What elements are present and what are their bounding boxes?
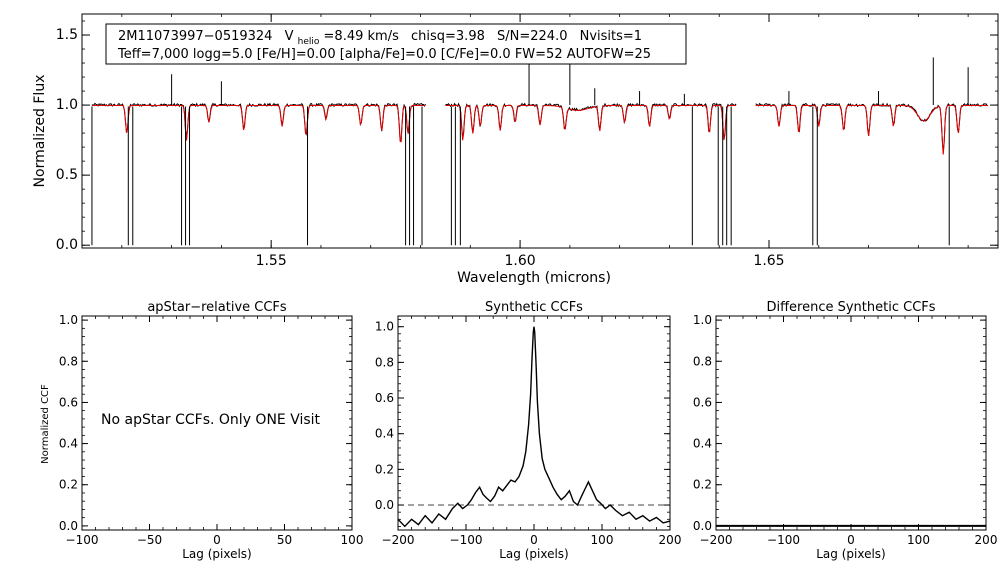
synthetic-ccf-ticks: −200 −100 0 100 200 0.0 0.2 0.4 0.6 0.8 1.0 [375,316,682,547]
x-tick-label: −100 [767,533,800,547]
x-tick-label: 0 [847,533,855,547]
x-tick-label: 100 [341,533,364,547]
synthetic-ccf-series [397,326,671,528]
apstar-ccf-xlabel: Lag (pixels) [182,547,252,561]
y-tick-label: 1.0 [59,313,78,327]
model-flux-line [92,105,426,143]
difference-ccf-xlabel: Lag (pixels) [816,547,886,561]
y-tick-label: 0.8 [59,354,78,368]
y-tick-label: 0.6 [693,395,712,409]
observed-flux-line [755,102,989,153]
x-tick-label: 0 [530,533,538,547]
apstar-ccf-panel: apStar−relative CCFs −100 −50 0 50 100 0.0 0.2… [40,300,363,561]
x-tick-label: 0 [213,533,221,547]
spectrum-axes-frame [81,13,999,249]
y-tick-label: 1.0 [693,313,712,327]
y-tick-label: 0.2 [59,478,78,492]
synthetic-ccf-panel: Synthetic CCFs −200 −100 0 100 200 0.0 0.2 0.4 0… [375,300,682,561]
spectrum-series [91,57,989,246]
y-tick-label: 0.5 [56,167,78,183]
snr-value: S/N=224.0 [497,29,567,44]
y-tick-label: 1.0 [56,97,78,113]
synthetic-ccf-xlabel: Lag (pixels) [499,547,569,561]
y-tick-label: 0.4 [375,427,394,441]
vhelio-prefix: V [285,29,294,44]
difference-ccf-panel: Difference Synthetic CCFs −200 −100 0 100 20… [693,300,998,561]
model-flux-line [755,105,988,155]
y-tick-label: 0.4 [693,437,712,451]
no-ccf-message: No apStar CCFs. Only ONE Visit [101,412,321,428]
x-tick-label: −200 [700,533,733,547]
spectrum-panel: 1.55 1.60 1.65 0.0 0.5 1.0 1.5 Wavelength (mic… [32,13,999,286]
model-flux-line [445,104,737,141]
synthetic-ccf-title: Synthetic CCFs [485,300,583,315]
apstar-ccf-title: apStar−relative CCFs [147,300,287,315]
spectrum-xlabel: Wavelength (microns) [457,270,611,286]
y-tick-label: 0.6 [375,391,394,405]
apstar-ccf-ticks: −100 −50 0 50 100 0.0 0.2 0.4 0.6 0.8 1.0 [59,313,364,547]
vhelio-subscript: helio [298,37,320,47]
nvisits-value: Nvisits=1 [580,29,642,44]
difference-ccf-title: Difference Synthetic CCFs [766,300,935,315]
y-tick-label: 0.4 [59,437,78,451]
y-tick-label: 0.0 [56,237,78,253]
ccf-ylabel: Normalized CCF [40,384,51,464]
x-tick-label: 100 [907,533,930,547]
object-id: 2M11073997−0519324 [118,29,272,44]
y-tick-label: 1.5 [56,27,78,43]
observed-flux-line [91,102,426,143]
x-tick-label: 1.65 [753,253,784,269]
stellar-params: Teff=7,000 logg=5.0 [Fe/H]=0.00 [alpha/F… [117,47,651,62]
info-line-1: 2M11073997−0519324 V helio =8.49 km/s ch… [118,29,642,48]
x-tick-label: 1.55 [256,253,287,269]
observed-flux-line [445,102,737,140]
chisq-value: chisq=3.98 [411,29,485,44]
y-tick-label: 0.2 [693,478,712,492]
y-tick-label: 0.8 [693,354,712,368]
spectrum-ticks: 1.55 1.60 1.65 0.0 0.5 1.0 1.5 [56,14,998,269]
x-tick-label: −100 [450,533,483,547]
ccf-line [397,326,671,528]
info-box-frame [105,23,687,65]
x-tick-label: 100 [591,533,614,547]
x-tick-label: 200 [975,533,998,547]
difference-ccf-ticks: −200 −100 0 100 200 0.0 0.2 0.4 0.6 0.8 1.0 [693,313,998,547]
y-tick-label: 0.2 [375,462,394,476]
difference-ccf-axes-frame [715,315,987,531]
y-tick-label: 0.0 [59,519,78,533]
x-tick-label: 1.60 [505,253,536,269]
y-tick-label: 0.0 [693,519,712,533]
synthetic-ccf-axes-frame [397,315,671,531]
y-tick-label: 1.0 [375,320,394,334]
x-tick-label: 200 [659,533,682,547]
x-tick-label: −50 [137,533,162,547]
y-tick-label: 0.6 [59,395,78,409]
x-tick-label: −100 [66,533,99,547]
vhelio-value: =8.49 km/s [324,29,400,44]
info-box: 2M11073997−0519324 V helio =8.49 km/s ch… [105,23,687,65]
spectrum-ylabel: Normalized Flux [32,75,48,188]
y-tick-label: 0.8 [375,355,394,369]
x-tick-label: −200 [382,533,415,547]
y-tick-label: 0.0 [375,498,394,512]
x-tick-label: 50 [277,533,292,547]
